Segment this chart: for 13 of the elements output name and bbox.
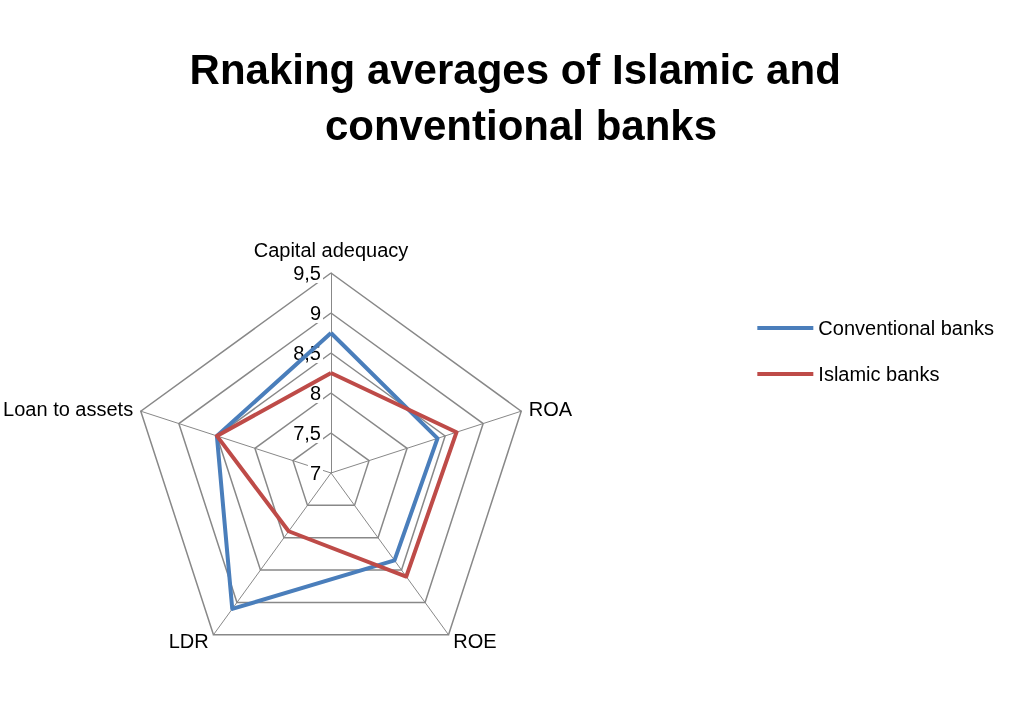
chart-title: Rnaking averages of Islamic and conventional banks <box>189 45 853 149</box>
y-tick-label: 9,5 <box>293 262 321 284</box>
legend-label: Islamic banks <box>818 363 940 385</box>
spoke-label: Loan to assets <box>3 397 134 420</box>
spoke-label: ROA <box>528 397 573 420</box>
spoke-label: LDR <box>168 630 209 653</box>
y-tick-label: 7,5 <box>293 422 321 444</box>
legend-label: Conventional banks <box>818 317 995 339</box>
spoke-label: ROE <box>453 630 497 653</box>
y-tick-label: 7 <box>309 462 321 484</box>
y-tick-label: 9 <box>309 302 321 324</box>
y-tick-label: 8 <box>309 382 321 404</box>
spoke-label: Capital adequacy <box>253 239 409 262</box>
